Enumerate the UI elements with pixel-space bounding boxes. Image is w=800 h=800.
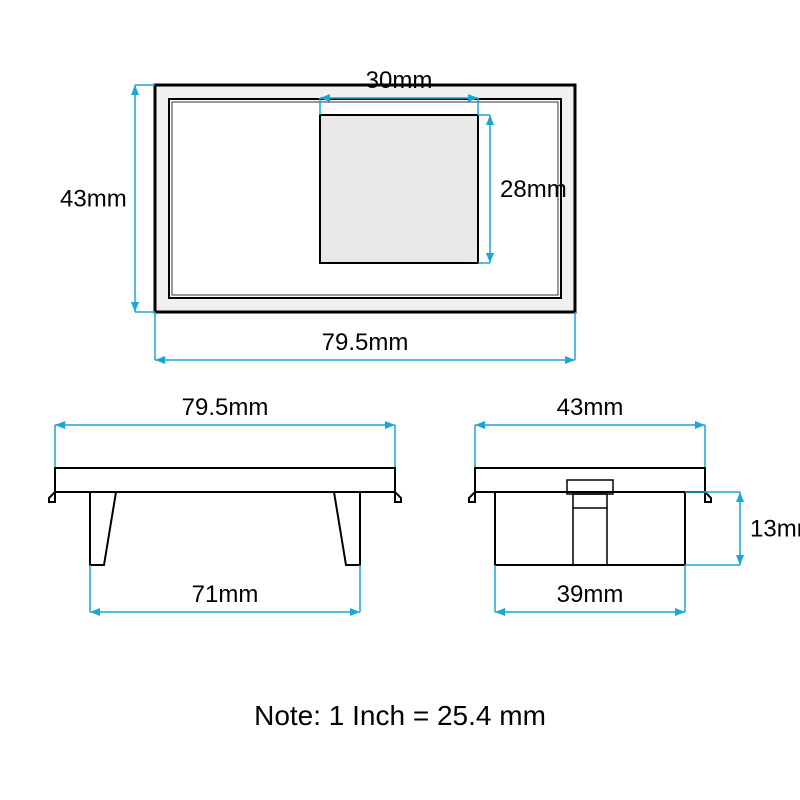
svg-text:43mm: 43mm bbox=[557, 394, 624, 421]
svg-text:43mm: 43mm bbox=[60, 186, 127, 213]
svg-text:28mm: 28mm bbox=[500, 176, 567, 203]
svg-text:30mm: 30mm bbox=[366, 67, 433, 94]
svg-text:79.5mm: 79.5mm bbox=[182, 394, 269, 421]
conversion-note: Note: 1 Inch = 25.4 mm bbox=[0, 700, 800, 732]
svg-text:39mm: 39mm bbox=[557, 581, 624, 608]
side-view: 43mm 13mm 39mm bbox=[469, 394, 800, 616]
svg-text:79.5mm: 79.5mm bbox=[322, 329, 409, 356]
top-view: 43mm 79.5mm 30mm 28mm bbox=[60, 67, 575, 364]
front-view: 79.5mm 71mm bbox=[49, 394, 401, 616]
svg-text:13mm: 13mm bbox=[750, 516, 800, 543]
dimension-diagram: 43mm 79.5mm 30mm 28mm 79.5mm 71mm 43mm 13mm 39mm bbox=[0, 0, 800, 800]
svg-text:71mm: 71mm bbox=[192, 581, 259, 608]
